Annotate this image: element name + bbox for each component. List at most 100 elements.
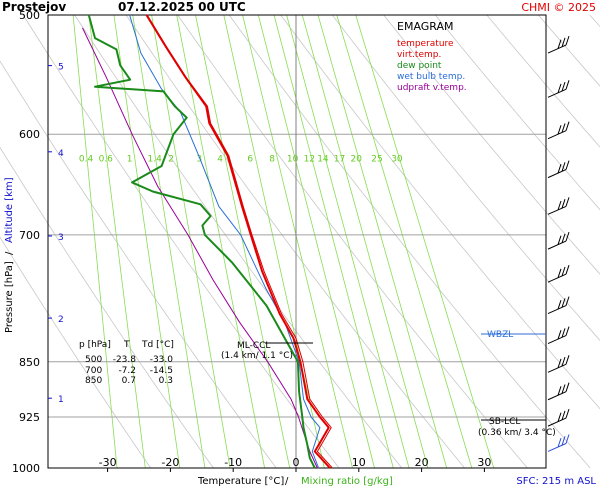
- grid-layer: [48, 15, 546, 468]
- mixing-ratio-line: [151, 14, 231, 469]
- mixing-ratio-label: 6: [247, 155, 253, 165]
- legend: EMAGRAM temperature virt.temp. dew point…: [397, 20, 467, 93]
- legend-title: EMAGRAM: [397, 20, 454, 33]
- temperature-tick-label: 30: [477, 456, 491, 469]
- wbzl-label: WBZL: [487, 330, 513, 340]
- mixing-ratio-line: [273, 14, 394, 469]
- sb-lcl-value: (0.36 km/ 3.4 °C): [478, 428, 556, 438]
- mixing-ratio-label: 0.4: [79, 155, 94, 165]
- mixing-ratio-label: 14: [317, 155, 329, 165]
- mixing-ratio-line: [176, 14, 265, 469]
- table-cell: -23.8: [113, 355, 137, 365]
- wind-barb-feather: [561, 298, 566, 308]
- ml-ccl-label: ML-CCL: [237, 341, 270, 351]
- temperature-tick-label: -30: [99, 456, 117, 469]
- wind-barb-shaft: [547, 363, 567, 373]
- legend-temperature: temperature: [397, 39, 454, 49]
- mixing-ratio-label: 2: [168, 155, 174, 165]
- y-axis-label-pressure: Pressure [hPa]: [4, 261, 15, 333]
- wind-barb-feather: [565, 231, 570, 242]
- wind-barb-shaft: [547, 335, 567, 345]
- wind-barb: [547, 265, 570, 283]
- table-header-p: p [hPa]: [79, 340, 111, 350]
- wind-barb-shaft: [547, 273, 567, 283]
- mixing-ratio-line: [355, 14, 495, 469]
- wind-barb-feather: [561, 233, 566, 244]
- dry-adiabat-line: [228, 14, 591, 469]
- wind-barb-feather: [561, 266, 566, 277]
- wind-barbs: [547, 35, 570, 452]
- dry-adiabat-line: [74, 14, 403, 469]
- table-cell: 500: [85, 355, 102, 365]
- mixing-ratio-line: [257, 14, 375, 469]
- mixing-ratio-line: [242, 14, 353, 469]
- mixing-ratio-label: 20: [351, 155, 363, 165]
- wind-barb-feather: [557, 300, 562, 310]
- mixing-ratio-label: 10: [287, 155, 299, 165]
- wind-barb-feather: [565, 121, 570, 131]
- wind-barb-feather: [565, 35, 570, 46]
- wind-barb-feather: [561, 328, 566, 338]
- altitude-tick-label: 5: [58, 63, 64, 73]
- wind-barb: [547, 121, 570, 140]
- mixing-ratio-line: [223, 14, 325, 469]
- temperature-tick-label: -10: [224, 456, 242, 469]
- dry-adiabat-line: [280, 14, 600, 410]
- wind-barb: [547, 35, 570, 54]
- wind-barb-feather: [565, 296, 570, 306]
- wind-barb: [547, 197, 570, 215]
- wind-barb: [547, 231, 570, 250]
- altitude-tick-label: 3: [58, 233, 64, 243]
- y-axis-label-altitude: Altitude [km]: [4, 177, 15, 243]
- table-cell: -14.5: [150, 366, 173, 376]
- mixing-ratio-label: 8: [269, 155, 275, 165]
- dry-adiabat-line: [434, 14, 600, 211]
- wind-barb: [547, 160, 570, 179]
- wind-barb-feather: [557, 412, 562, 422]
- wind-barb-feather: [557, 235, 562, 245]
- mixing-ratio-label: 30: [391, 155, 403, 165]
- legend-updraft: udpraft v.temp.: [397, 83, 467, 93]
- mixing-ratio-labels: 0.4 0.6 1 1.4 2 3 4 6 8 10 12 14 17 20 25 30: [79, 155, 403, 165]
- sounding-table: p [hPa] T Td [°C] 500 -23.8 -33.0 700 -7…: [79, 340, 174, 386]
- wind-barb-feather: [557, 200, 562, 211]
- mixing-ratio-line: [113, 14, 181, 469]
- temperature-tick-label: 0: [293, 456, 300, 469]
- wind-barb-feather: [565, 197, 570, 207]
- wind-barb: [547, 434, 570, 452]
- series-dew-point: [87, 14, 316, 469]
- pressure-tick-labels: 500 600 700 850 925 1000: [12, 9, 40, 475]
- mixing-ratio-line: [195, 14, 291, 469]
- mixing-ratio-line: [336, 14, 473, 469]
- pressure-tick-label: 850: [19, 356, 40, 369]
- plot-frame: [47, 14, 547, 469]
- wind-barb-feather: [561, 410, 566, 421]
- wind-barb: [547, 382, 570, 401]
- wind-barb-feather: [557, 125, 562, 135]
- mixing-ratio-label: 17: [334, 155, 345, 165]
- wind-barb-feather: [557, 83, 562, 94]
- pressure-tick-label: 925: [19, 411, 40, 424]
- wind-barb-shaft: [547, 443, 567, 452]
- wind-barb-shaft: [547, 88, 567, 98]
- altitude-tick-label: 4: [58, 149, 64, 159]
- mixing-ratio-line: [72, 14, 118, 469]
- wind-barb-feather: [561, 384, 566, 394]
- legend-wet-bulb: wet bulb temp.: [397, 72, 465, 82]
- mixing-ratio-label: 12: [304, 155, 315, 165]
- temperature-tick-label: 10: [352, 456, 366, 469]
- table-cell: -7.2: [118, 366, 136, 376]
- temperature-tick-label: 20: [415, 456, 429, 469]
- wind-barb-feather: [565, 382, 570, 392]
- wind-barb: [547, 326, 570, 345]
- wind-barb-feather: [565, 434, 570, 444]
- dry-adiabat-line: [486, 14, 600, 148]
- wind-barb-feather: [565, 80, 570, 90]
- x-axis-label-temperature: Temperature [°C]: [197, 476, 284, 487]
- wind-barb-feather: [561, 81, 566, 92]
- sounding-datetime: 07.12.2025 00 UTC: [118, 0, 246, 14]
- wind-barb-feather: [561, 162, 566, 172]
- wind-barb-feather: [565, 326, 570, 336]
- mixing-ratio-label: 1: [127, 155, 133, 165]
